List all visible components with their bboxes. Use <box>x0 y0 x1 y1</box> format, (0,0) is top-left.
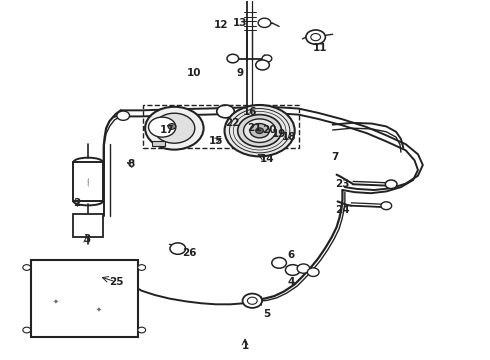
Text: 16: 16 <box>243 107 257 117</box>
Circle shape <box>247 297 257 304</box>
Text: 19: 19 <box>272 129 286 139</box>
Circle shape <box>23 327 30 333</box>
Text: 14: 14 <box>260 154 274 163</box>
Text: 2: 2 <box>74 198 80 208</box>
Circle shape <box>145 107 203 150</box>
Text: 25: 25 <box>109 277 123 287</box>
Text: /: / <box>86 178 91 187</box>
Text: 10: 10 <box>187 68 201 78</box>
Text: 7: 7 <box>331 152 339 162</box>
Circle shape <box>258 18 271 27</box>
Circle shape <box>306 30 325 44</box>
Text: 5: 5 <box>263 309 270 319</box>
Text: 12: 12 <box>213 19 228 30</box>
Text: 6: 6 <box>288 250 295 260</box>
Circle shape <box>385 180 397 189</box>
Text: 8: 8 <box>127 159 134 169</box>
Text: 20: 20 <box>262 125 277 135</box>
Circle shape <box>250 123 270 138</box>
Text: 4: 4 <box>288 277 295 287</box>
Circle shape <box>138 265 146 270</box>
Text: ✦: ✦ <box>53 298 59 304</box>
Circle shape <box>170 243 186 254</box>
Circle shape <box>256 128 264 134</box>
Text: 1: 1 <box>242 341 248 351</box>
Circle shape <box>168 123 176 129</box>
Text: 11: 11 <box>313 43 328 53</box>
Circle shape <box>297 264 310 273</box>
Circle shape <box>154 113 195 143</box>
Circle shape <box>381 202 392 210</box>
Text: 15: 15 <box>209 136 223 146</box>
Circle shape <box>272 257 287 268</box>
Circle shape <box>138 327 146 333</box>
Text: 21: 21 <box>247 123 262 133</box>
Circle shape <box>243 294 262 308</box>
Circle shape <box>227 54 239 63</box>
Circle shape <box>117 111 129 120</box>
Text: 3: 3 <box>83 234 90 244</box>
Bar <box>74 162 103 202</box>
Circle shape <box>286 265 300 275</box>
Text: ✦: ✦ <box>96 307 102 313</box>
Text: 18: 18 <box>282 132 296 142</box>
Circle shape <box>256 60 270 70</box>
Bar <box>74 214 103 237</box>
Text: 17: 17 <box>160 125 174 135</box>
Circle shape <box>307 268 319 276</box>
Text: 13: 13 <box>233 18 247 28</box>
Circle shape <box>238 114 282 147</box>
Text: 26: 26 <box>182 248 196 258</box>
Circle shape <box>224 105 294 157</box>
Circle shape <box>148 117 176 137</box>
Text: 9: 9 <box>237 68 244 78</box>
Bar <box>143 105 298 148</box>
Text: 24: 24 <box>335 205 350 215</box>
Circle shape <box>262 55 272 62</box>
Circle shape <box>217 105 234 118</box>
Circle shape <box>244 119 276 143</box>
Bar <box>30 260 138 337</box>
Text: 23: 23 <box>335 179 350 189</box>
Circle shape <box>311 33 320 41</box>
Bar <box>152 141 165 146</box>
Circle shape <box>23 265 30 270</box>
Text: 22: 22 <box>225 118 240 128</box>
